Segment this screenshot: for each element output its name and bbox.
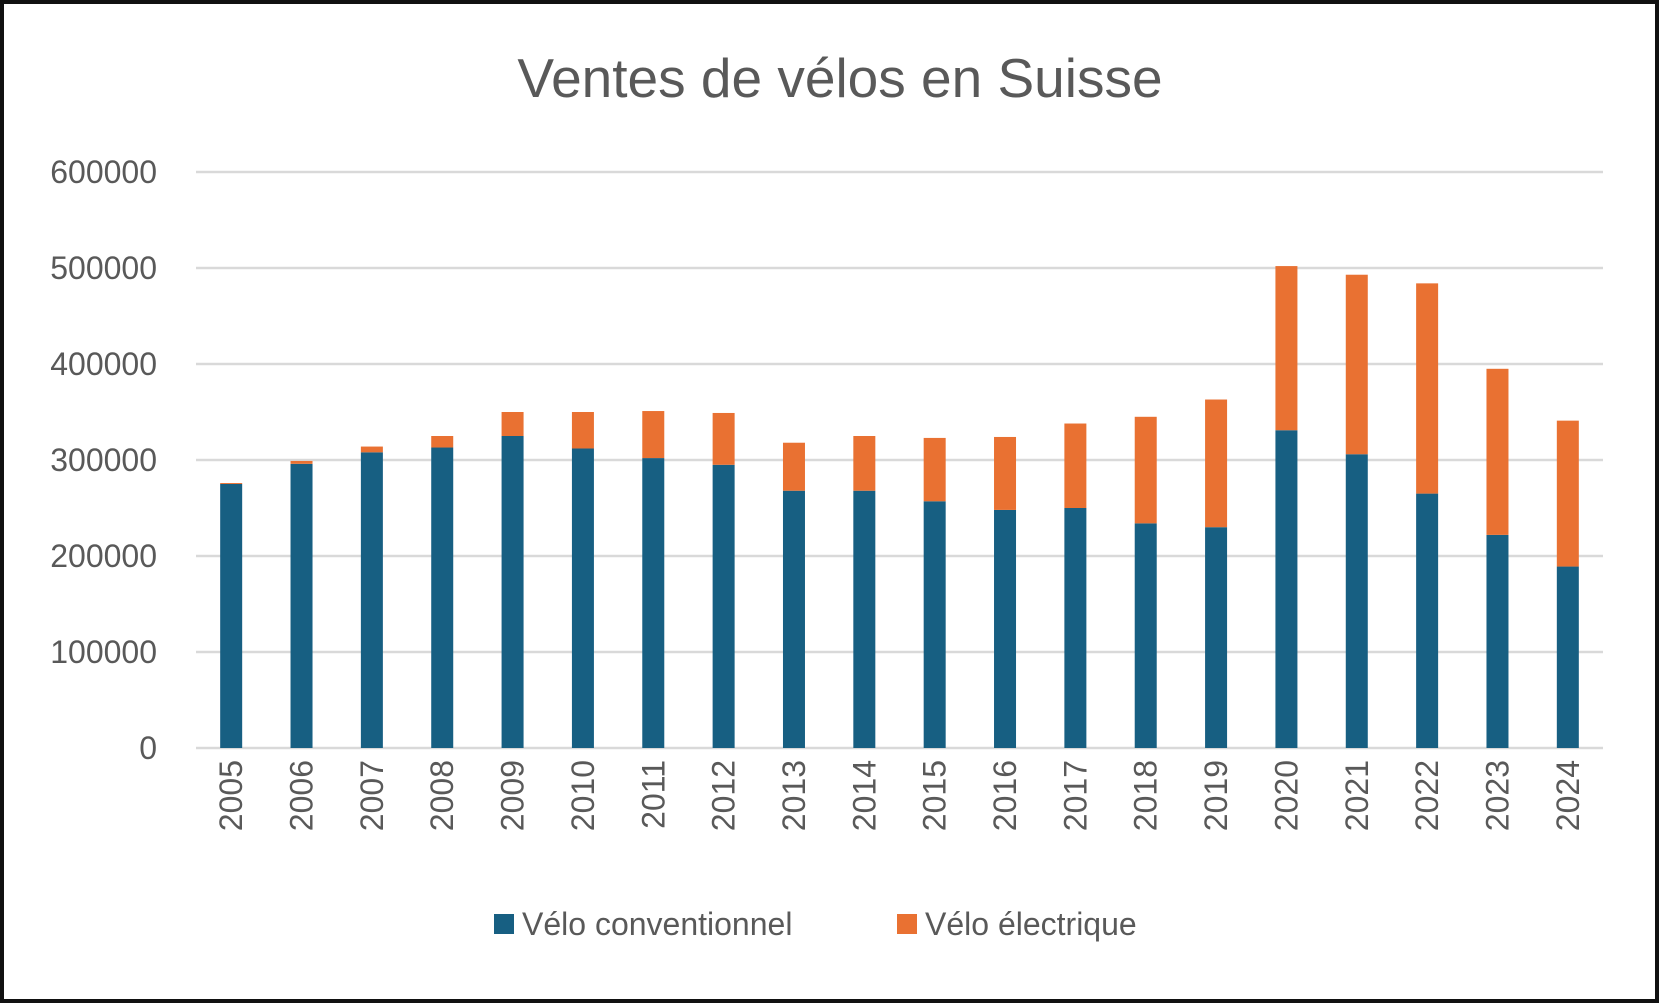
bar-electrique-2005 — [220, 483, 243, 484]
x-tick-label: 2010 — [565, 760, 601, 831]
x-tick-label: 2024 — [1550, 760, 1586, 831]
x-tick-label: 2009 — [495, 760, 531, 831]
bar-electrique-2014 — [853, 436, 876, 491]
x-tick-label: 2016 — [987, 760, 1023, 831]
bar-conventionnel-2023 — [1486, 534, 1509, 748]
bars — [220, 266, 1579, 748]
x-tick-label: 2012 — [706, 760, 742, 831]
y-tick-label: 200000 — [50, 538, 157, 574]
bar-conventionnel-2021 — [1345, 454, 1368, 748]
bar-electrique-2006 — [290, 460, 313, 464]
x-tick-label: 2019 — [1198, 760, 1234, 831]
bar-electrique-2017 — [1064, 423, 1087, 508]
y-axis-ticks: 0 100000 200000 300000 400000 500000 600000 — [50, 154, 157, 766]
bar-electrique-2009 — [501, 412, 524, 436]
chart-title: Ventes de vélos en Suisse — [517, 47, 1162, 109]
x-axis-ticks: 2005 2006 2007 2008 2009 2010 2011 2012 2013 2014… — [213, 760, 1586, 831]
bar-electrique-2011 — [642, 411, 665, 459]
bar-conventionnel-2007 — [360, 452, 383, 748]
bar-conventionnel-2016 — [994, 509, 1017, 748]
x-tick-label: 2006 — [284, 760, 320, 831]
x-tick-label: 2018 — [1128, 760, 1164, 831]
x-tick-label: 2007 — [354, 760, 390, 831]
x-tick-label: 2011 — [635, 760, 671, 829]
bar-conventionnel-2009 — [501, 436, 524, 748]
bar-conventionnel-2017 — [1064, 508, 1087, 748]
bar-electrique-2016 — [994, 436, 1017, 510]
bar-electrique-2015 — [923, 437, 946, 502]
x-tick-label: 2023 — [1479, 760, 1515, 831]
x-tick-label: 2008 — [424, 760, 460, 831]
x-tick-label: 2013 — [776, 760, 812, 831]
bar-conventionnel-2020 — [1275, 430, 1298, 748]
legend-label-conventionnel: Vélo conventionnel — [522, 906, 792, 942]
bar-conventionnel-2012 — [712, 464, 735, 748]
bar-electrique-2018 — [1134, 416, 1157, 524]
bar-conventionnel-2013 — [782, 490, 805, 748]
bar-electrique-2008 — [431, 436, 454, 448]
y-tick-label: 100000 — [50, 634, 157, 670]
bar-conventionnel-2022 — [1416, 493, 1439, 748]
bar-conventionnel-2008 — [431, 447, 454, 748]
bar-conventionnel-2018 — [1134, 523, 1157, 748]
bar-electrique-2010 — [571, 412, 594, 449]
bar-conventionnel-2011 — [642, 458, 665, 748]
x-tick-label: 2015 — [917, 760, 953, 831]
bar-conventionnel-2006 — [290, 463, 313, 748]
legend: Vélo conventionnel Vélo électrique — [494, 906, 1137, 942]
x-tick-label: 2005 — [213, 760, 249, 831]
bar-conventionnel-2015 — [923, 501, 946, 748]
bar-conventionnel-2005 — [220, 484, 243, 748]
bar-conventionnel-2014 — [853, 490, 876, 748]
legend-label-electrique: Vélo électrique — [925, 906, 1137, 942]
bar-electrique-2020 — [1275, 266, 1298, 431]
bar-conventionnel-2019 — [1205, 527, 1228, 748]
gridlines — [196, 170, 1603, 750]
legend-swatch-electrique — [897, 914, 917, 934]
bar-electrique-2019 — [1205, 399, 1228, 528]
x-tick-label: 2014 — [846, 760, 882, 831]
bar-electrique-2007 — [360, 446, 383, 453]
y-tick-label: 300000 — [50, 442, 157, 478]
x-tick-label: 2022 — [1409, 760, 1445, 831]
x-tick-label: 2017 — [1057, 760, 1093, 831]
bar-conventionnel-2024 — [1556, 566, 1579, 748]
y-tick-label: 0 — [139, 730, 157, 766]
y-tick-label: 500000 — [50, 250, 157, 286]
bar-electrique-2021 — [1345, 274, 1368, 455]
bar-electrique-2024 — [1556, 420, 1579, 567]
legend-swatch-conventionnel — [494, 914, 514, 934]
y-tick-label: 400000 — [50, 346, 157, 382]
bar-electrique-2012 — [712, 412, 735, 465]
y-tick-label: 600000 — [50, 154, 157, 190]
bar-electrique-2013 — [782, 442, 805, 491]
x-tick-label: 2020 — [1268, 760, 1304, 831]
bar-electrique-2023 — [1486, 368, 1509, 535]
bar-conventionnel-2010 — [571, 448, 594, 748]
x-tick-label: 2021 — [1339, 760, 1375, 831]
bar-electrique-2022 — [1416, 283, 1439, 494]
